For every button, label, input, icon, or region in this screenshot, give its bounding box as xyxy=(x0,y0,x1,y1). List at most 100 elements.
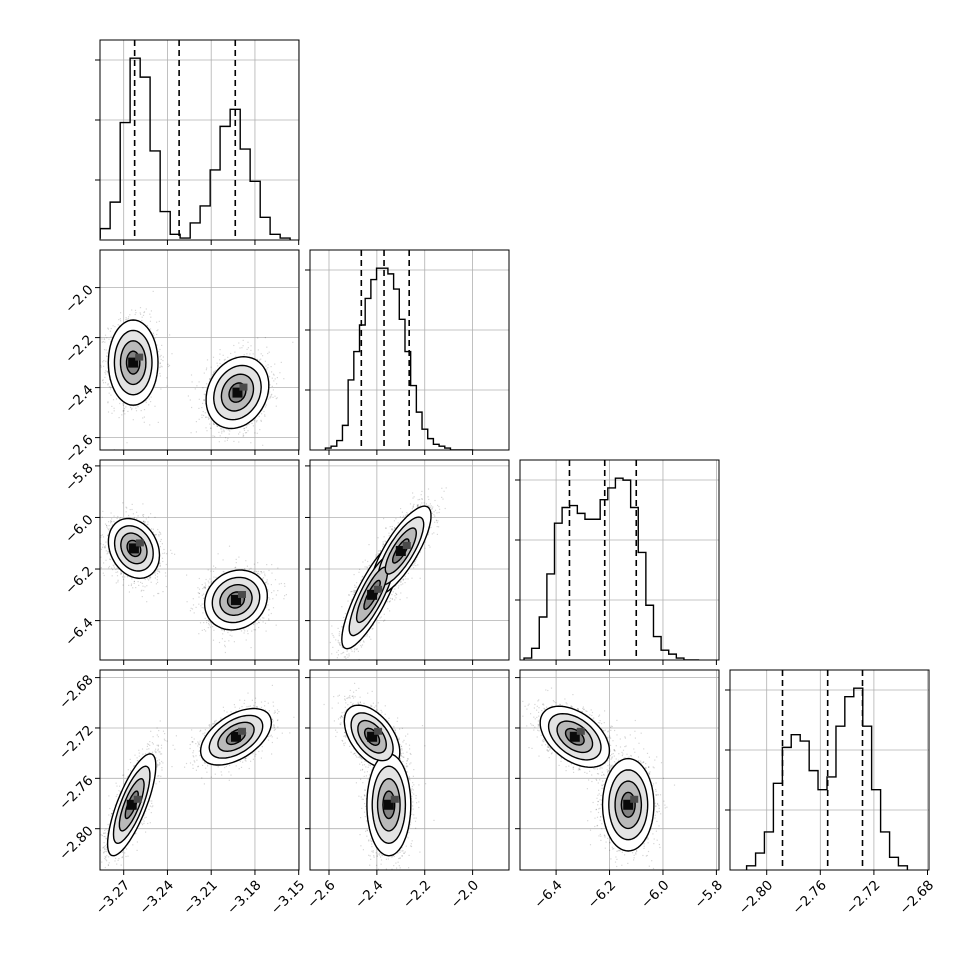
scatter-point xyxy=(252,353,254,355)
scatter-point xyxy=(112,564,114,566)
scatter-point xyxy=(140,410,142,412)
scatter-point xyxy=(267,398,269,400)
scatter-point xyxy=(143,589,145,592)
scatter-point xyxy=(275,405,277,407)
scatter-point xyxy=(256,432,258,434)
scatter-point xyxy=(269,397,271,399)
scatter-point xyxy=(267,364,269,366)
scatter-point xyxy=(158,570,160,572)
scatter-point xyxy=(162,591,164,593)
scatter-point xyxy=(229,430,231,432)
scatter-point xyxy=(260,420,262,422)
scatter-point xyxy=(156,579,158,581)
scatter-point xyxy=(121,576,124,578)
scatter-point xyxy=(210,366,212,368)
scatter-point xyxy=(113,410,115,412)
scatter-point xyxy=(106,525,108,527)
scatter-point xyxy=(145,401,147,404)
scatter-point xyxy=(104,341,106,343)
scatter-point xyxy=(263,410,265,413)
scatter-point xyxy=(120,517,122,519)
scatter-point xyxy=(160,354,162,356)
scatter-point xyxy=(247,430,249,432)
scatter-point xyxy=(102,341,104,343)
scatter-point xyxy=(142,520,145,523)
scatter-point xyxy=(111,575,113,577)
scatter-point xyxy=(209,423,211,425)
scatter-point xyxy=(100,534,102,537)
scatter-point xyxy=(157,528,159,531)
scatter-point xyxy=(206,383,208,385)
panel-frame xyxy=(309,249,510,451)
scatter-point xyxy=(161,344,163,346)
scatter-point xyxy=(130,584,132,587)
scatter-point xyxy=(102,361,104,363)
scatter-point xyxy=(204,394,206,396)
scatter-point xyxy=(223,431,225,433)
scatter-point xyxy=(120,572,123,575)
scatter-point xyxy=(118,319,120,321)
scatter-point xyxy=(157,581,159,583)
scatter-point xyxy=(225,428,228,430)
scatter-point xyxy=(109,528,111,530)
scatter-point xyxy=(103,546,105,548)
scatter-point xyxy=(213,371,215,373)
scatter-point xyxy=(227,429,229,431)
scatter-point xyxy=(213,370,215,372)
scatter-point xyxy=(110,520,112,523)
scatter-point xyxy=(203,399,205,402)
scatter-point xyxy=(104,546,106,549)
scatter-point xyxy=(122,502,124,504)
scatter-point xyxy=(206,367,208,369)
scatter-point xyxy=(118,325,121,327)
scatter-point xyxy=(171,552,173,554)
density-panel-2-0 xyxy=(92,459,300,665)
scatter-point xyxy=(109,388,112,390)
scatter-point xyxy=(275,398,277,400)
scatter-point xyxy=(142,514,144,516)
scatter-point xyxy=(233,440,235,442)
scatter-point xyxy=(219,353,221,355)
scatter-point xyxy=(216,425,218,427)
scatter-point xyxy=(205,416,207,418)
scatter-point xyxy=(157,329,159,331)
scatter-point xyxy=(92,550,93,551)
scatter-point xyxy=(150,310,152,312)
scatter-point xyxy=(228,429,230,431)
scatter-point xyxy=(222,428,224,430)
scatter-point xyxy=(171,353,173,355)
scatter-point xyxy=(214,435,216,437)
scatter-point xyxy=(247,633,249,635)
scatter-point xyxy=(131,503,133,505)
scatter-point xyxy=(210,378,212,380)
scatter-point xyxy=(262,355,264,357)
scatter-point xyxy=(141,589,143,591)
scatter-point xyxy=(273,374,275,376)
scatter-point xyxy=(109,386,112,388)
scatter-point xyxy=(276,377,278,379)
scatter-point xyxy=(102,382,105,384)
scatter-point xyxy=(252,425,254,427)
scatter-point xyxy=(106,352,108,354)
scatter-point xyxy=(143,311,146,313)
scatter-point xyxy=(95,357,96,358)
scatter-point xyxy=(203,414,205,417)
scatter-point xyxy=(218,441,220,443)
scatter-point xyxy=(123,408,126,410)
scatter-point xyxy=(160,365,162,367)
scatter-point xyxy=(105,360,107,362)
scatter-point xyxy=(117,515,119,518)
scatter-point xyxy=(157,351,160,353)
scatter-point xyxy=(141,596,143,598)
scatter-point xyxy=(239,431,241,433)
scatter-point xyxy=(154,574,156,576)
scatter-point xyxy=(142,520,145,522)
scatter-point xyxy=(216,362,218,364)
scatter-point xyxy=(125,319,127,321)
scatter-point xyxy=(216,425,218,427)
scatter-point xyxy=(108,567,110,569)
scatter-point xyxy=(128,591,130,593)
scatter-point xyxy=(94,537,95,538)
scatter-point xyxy=(153,595,155,597)
